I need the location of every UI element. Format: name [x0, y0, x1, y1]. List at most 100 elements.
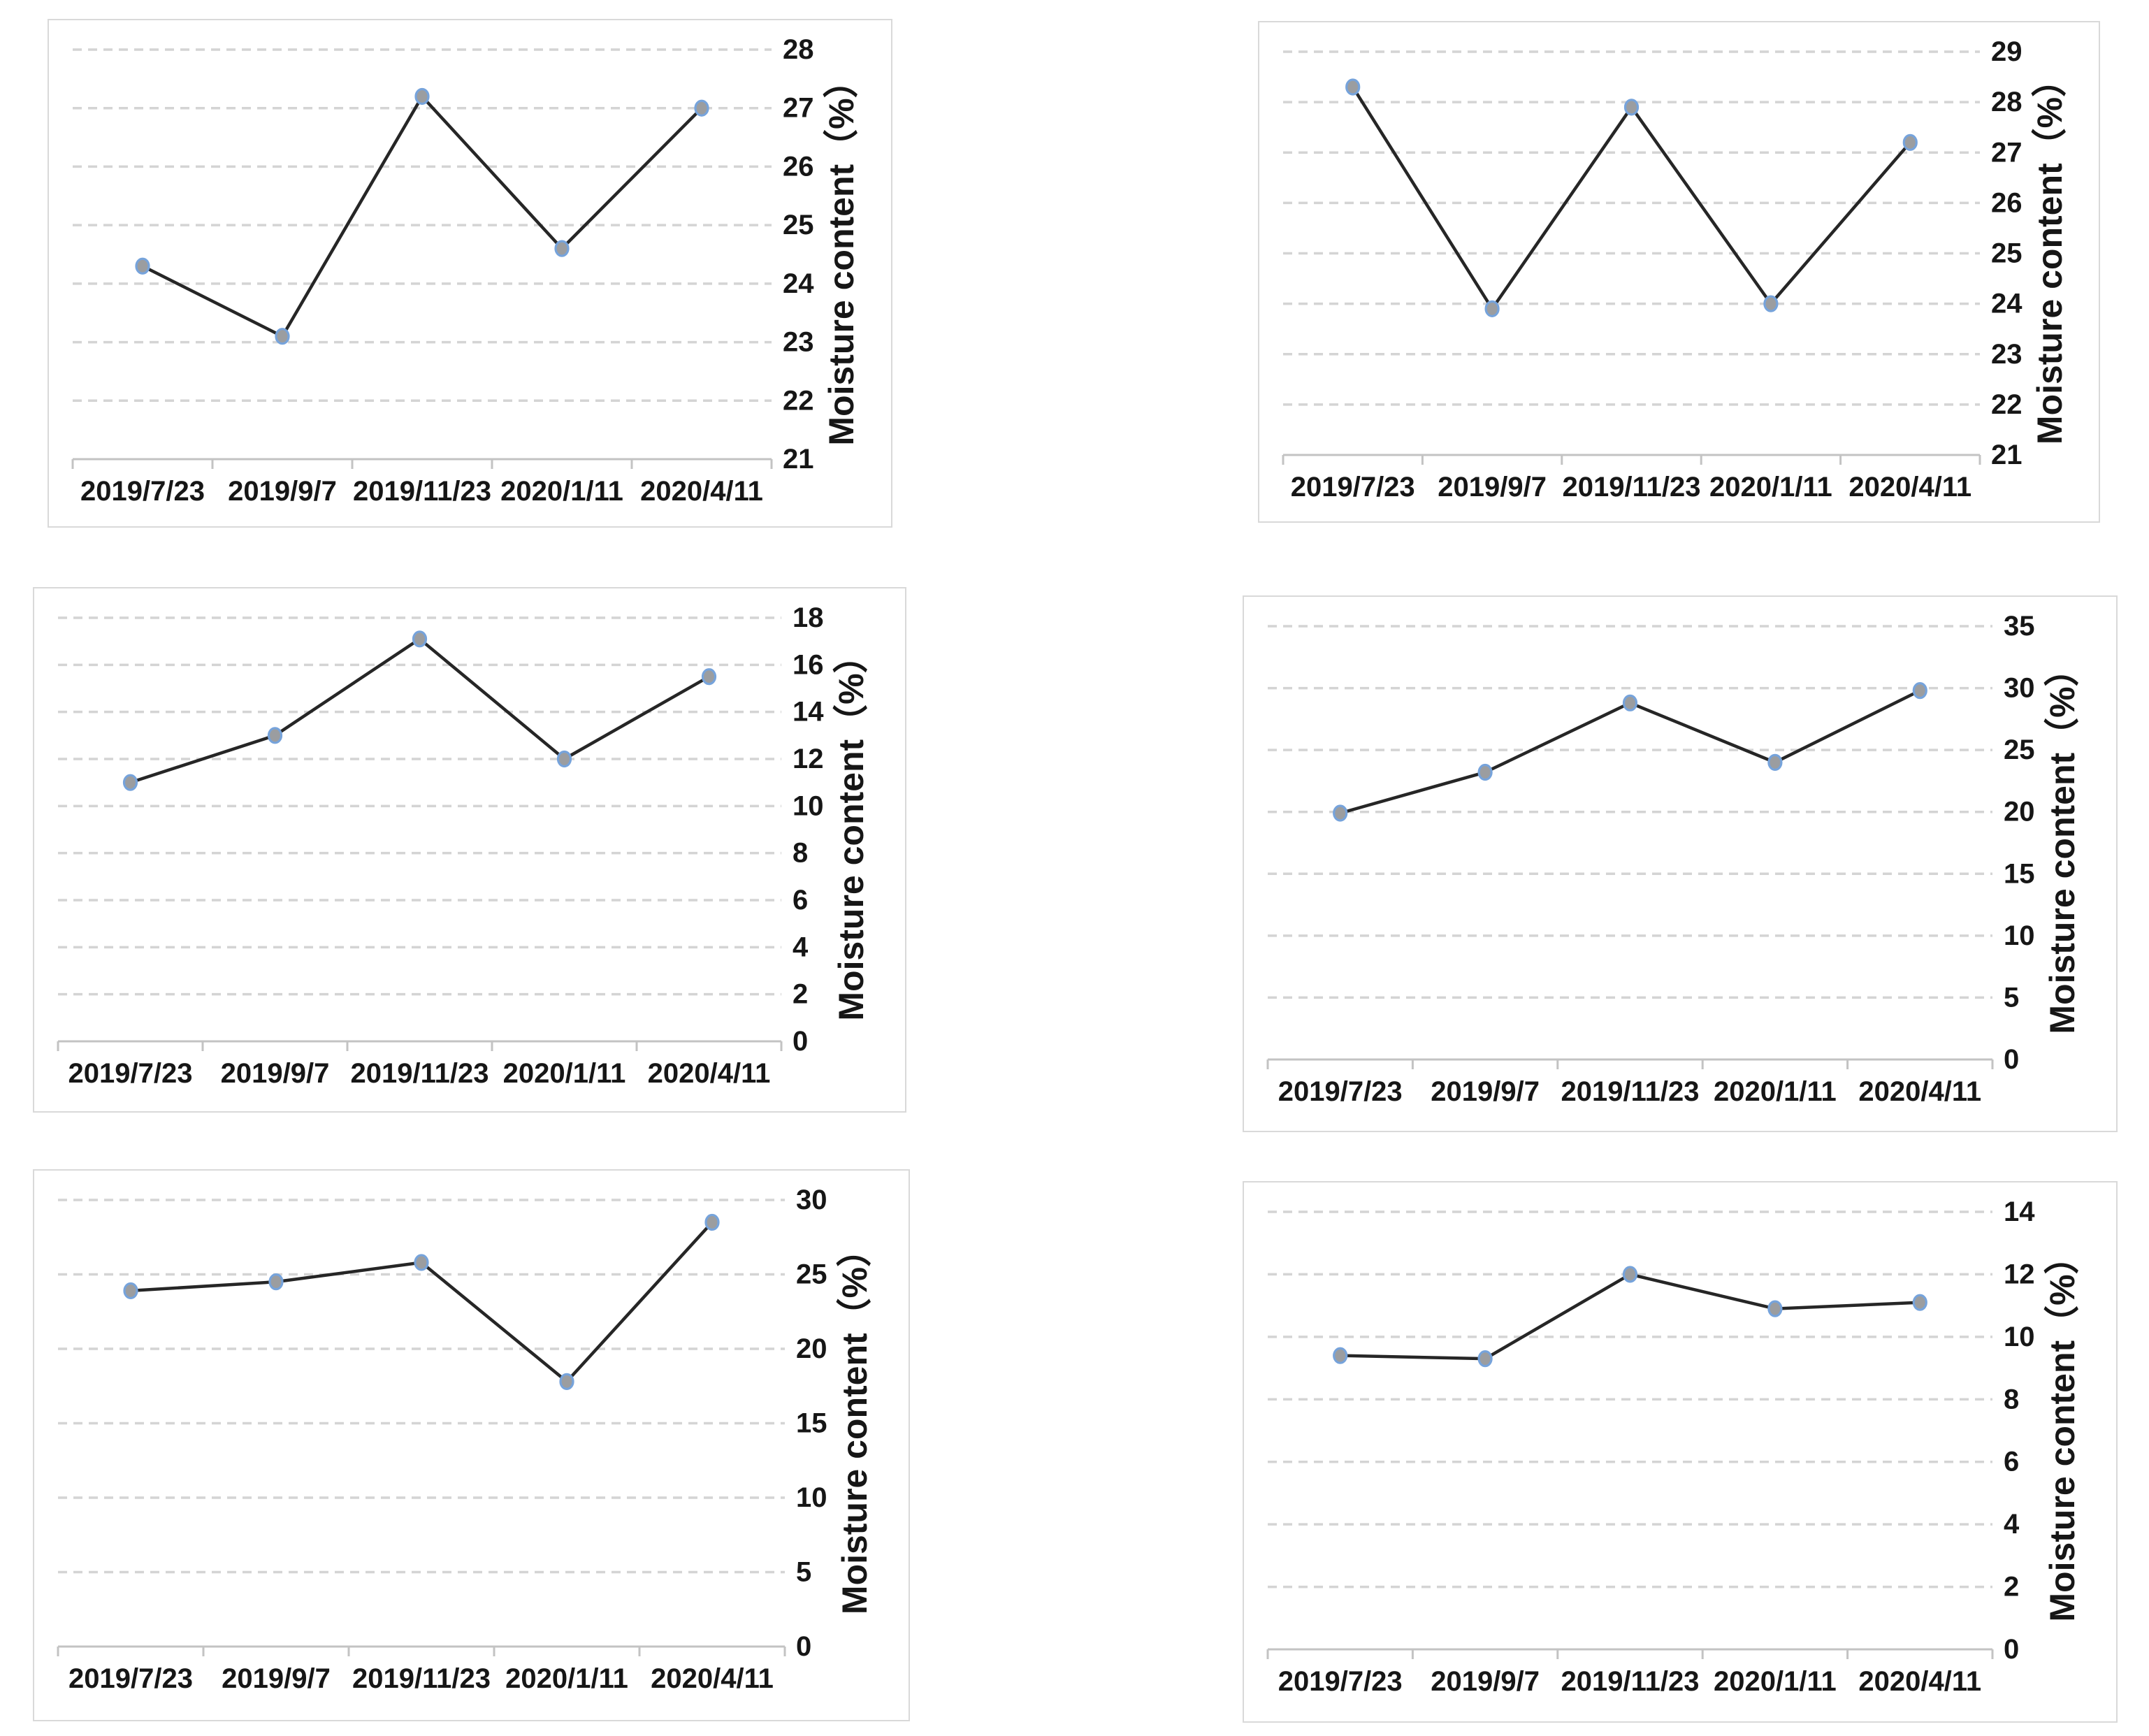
- data-point-marker: [694, 99, 709, 117]
- y-axis-title: Moisture content（%）: [822, 63, 861, 445]
- y-tick-label: 35: [2004, 611, 2035, 642]
- data-point-marker: [1345, 78, 1361, 96]
- y-tick-label: 25: [783, 210, 814, 240]
- y-tick-label: 23: [1991, 339, 2023, 370]
- y-tick-label: 14: [2004, 1196, 2035, 1227]
- y-axis-title: Moisture content（%）: [835, 1232, 874, 1614]
- x-tick-label: 2019/9/7: [1431, 1076, 1540, 1107]
- chart-border: [1243, 1181, 2118, 1723]
- x-tick-label: 2019/9/7: [228, 476, 337, 507]
- x-tick-label: 2019/7/23: [80, 476, 205, 507]
- chart-moisture-bottom-left: 30 25 20 15 10 5 0 2019/7/23 2019/9/7 2019/11/23 2…: [33, 1169, 910, 1721]
- y-tick-label: 26: [783, 151, 814, 182]
- x-tick-label: 2019/9/7: [222, 1663, 331, 1694]
- data-point-marker: [1477, 1350, 1493, 1368]
- y-tick-label: 10: [793, 790, 824, 821]
- chart-svg: 29 28 27 26 25 24 23 22 21 2019/7/23 2019/9/7 2019/…: [1258, 21, 2100, 523]
- chart-moisture-mid-right: 35 30 25 20 15 10 5 0 2019/7/23 2019/9/7 2019/11/2…: [1243, 595, 2118, 1132]
- y-tick-label: 15: [2004, 858, 2035, 889]
- x-tick-label: 2020/1/11: [503, 1058, 626, 1089]
- y-tick-label: 30: [796, 1185, 827, 1215]
- data-point-marker: [554, 240, 570, 257]
- y-tick-label: 2: [2004, 1572, 2019, 1603]
- y-tick-label: 6: [2004, 1447, 2019, 1477]
- y-tick-label: 30: [2004, 673, 2035, 704]
- chart-svg: 35 30 25 20 15 10 5 0 2019/7/23 2019/9/7 2019/11/2…: [1243, 595, 2118, 1132]
- chart-svg: 28 27 26 25 24 23 22 21 2019/7/23 2019/9/7 2019/11…: [48, 19, 892, 528]
- data-point-marker: [1763, 295, 1779, 312]
- x-tick-label: 2019/7/23: [1291, 472, 1415, 502]
- y-tick-label: 12: [2004, 1259, 2035, 1289]
- data-point-marker: [1622, 694, 1638, 711]
- y-tick-label: 14: [793, 697, 824, 728]
- x-tick-label: 2019/7/23: [1278, 1666, 1403, 1697]
- y-tick-label: 27: [1991, 137, 2023, 168]
- data-point-marker: [1623, 99, 1640, 116]
- y-axis-title: Moisture content（%）: [2043, 651, 2082, 1034]
- x-tick-label: 2019/11/23: [352, 1663, 491, 1694]
- x-tick-label: 2020/4/11: [1858, 1076, 1981, 1107]
- x-tick-label: 2019/9/7: [1431, 1666, 1540, 1697]
- y-tick-label: 16: [793, 649, 824, 680]
- chart-border: [1258, 21, 2100, 523]
- y-tick-label: 20: [2004, 797, 2035, 827]
- y-tick-label: 10: [2004, 1322, 2035, 1352]
- x-tick-label: 2020/1/11: [1709, 472, 1832, 502]
- y-tick-label: 5: [796, 1557, 811, 1588]
- data-point-marker: [1912, 682, 1927, 700]
- series-line: [140, 94, 704, 338]
- x-tick-label: 2020/1/11: [1714, 1666, 1837, 1697]
- y-tick-label: 0: [2004, 1044, 2019, 1075]
- chart-border: [1243, 595, 2118, 1132]
- y-tick-label: 15: [796, 1408, 827, 1439]
- x-tick-label: 2020/4/11: [1858, 1666, 1981, 1697]
- y-tick-label: 25: [1991, 238, 2023, 269]
- data-point-marker: [1333, 1347, 1348, 1364]
- chart-svg: 14 12 10 8 6 4 2 0 2019/7/23 2019/9/7 2019/11/23 20…: [1243, 1181, 2118, 1723]
- chart-moisture-mid-left: 18 16 14 12 10 8 6 4 2 0 2019/7/23 2019/9/7 2019/11/…: [33, 587, 906, 1113]
- y-tick-label: 21: [783, 444, 814, 475]
- y-tick-label: 29: [1991, 36, 2023, 67]
- y-tick-label: 28: [783, 34, 814, 65]
- y-tick-label: 0: [2004, 1634, 2019, 1665]
- data-point-marker: [267, 727, 283, 744]
- chart-moisture-bottom-right: 14 12 10 8 6 4 2 0 2019/7/23 2019/9/7 2019/11/23 20…: [1243, 1181, 2118, 1723]
- chart-svg: 30 25 20 15 10 5 0 2019/7/23 2019/9/7 2019/11/23 2…: [33, 1169, 910, 1721]
- y-axis-title: Moisture content（%）: [2043, 1239, 2082, 1621]
- y-tick-label: 4: [2004, 1509, 2020, 1540]
- x-tick-label: 2019/9/7: [221, 1058, 330, 1089]
- chart-border: [48, 19, 892, 528]
- y-axis-title: Moisture content（%）: [2030, 62, 2069, 444]
- series-line: [129, 1220, 714, 1384]
- y-tick-label: 0: [796, 1631, 811, 1662]
- data-point-marker: [1767, 1300, 1783, 1317]
- data-point-marker: [1902, 133, 1918, 151]
- y-tick-label: 27: [783, 93, 814, 124]
- x-tick-label: 2020/4/11: [651, 1663, 774, 1694]
- y-tick-label: 8: [793, 838, 808, 869]
- chart-border: [33, 587, 906, 1113]
- y-tick-label: 21: [1991, 440, 2023, 470]
- y-tick-label: 10: [796, 1482, 827, 1513]
- data-point-marker: [1622, 1266, 1638, 1283]
- x-tick-label: 2019/11/23: [1561, 1076, 1700, 1107]
- x-tick-label: 2020/4/11: [1848, 472, 1971, 502]
- x-tick-label: 2019/11/23: [351, 1058, 489, 1089]
- x-tick-label: 2019/11/23: [1563, 472, 1701, 502]
- data-point-marker: [1484, 300, 1500, 317]
- data-point-marker: [414, 87, 430, 106]
- data-point-marker: [412, 630, 428, 648]
- data-point-marker: [1333, 804, 1348, 822]
- x-tick-label: 2019/9/7: [1438, 472, 1547, 502]
- data-point-marker: [704, 1213, 720, 1231]
- data-point-marker: [122, 774, 138, 791]
- y-tick-label: 18: [793, 602, 824, 633]
- data-point-marker: [123, 1282, 138, 1300]
- y-tick-label: 23: [783, 327, 814, 358]
- data-point-marker: [275, 328, 290, 345]
- data-point-marker: [701, 668, 717, 686]
- y-tick-label: 25: [2004, 735, 2035, 765]
- data-point-marker: [1912, 1294, 1927, 1311]
- data-point-marker: [135, 257, 150, 275]
